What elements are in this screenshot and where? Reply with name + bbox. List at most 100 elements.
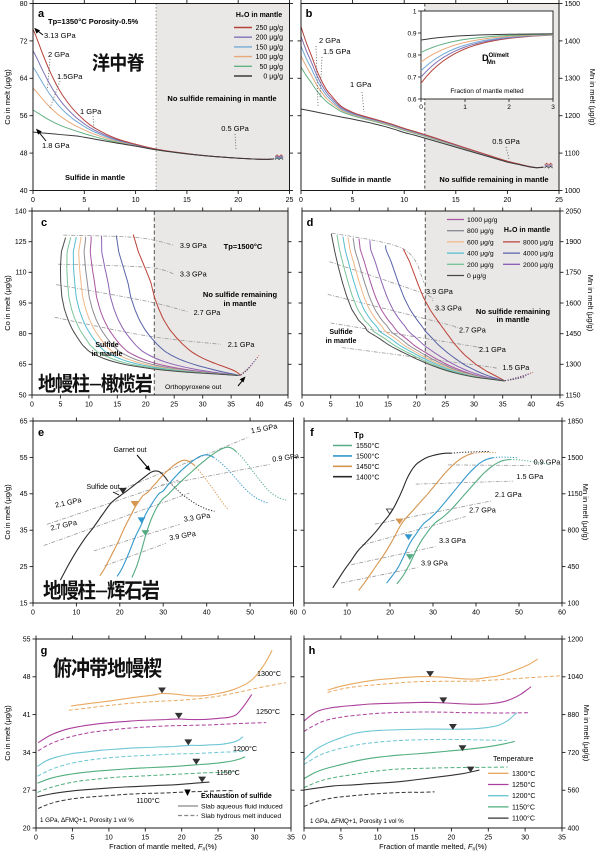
svg-text:1.5 GPa: 1.5 GPa: [516, 472, 544, 481]
svg-text:1600: 1600: [566, 300, 582, 307]
svg-text:250 μg/g: 250 μg/g: [256, 25, 283, 32]
svg-text:Exhaustion of sulfide: Exhaustion of sulfide: [201, 793, 272, 800]
svg-text:0: 0: [419, 104, 423, 111]
svg-text:Fraction of mantle melted, Fn(: Fraction of mantle melted, Fn(%): [109, 842, 217, 853]
svg-text:35: 35: [287, 835, 295, 842]
svg-text:Tp=1350°C Porosity-0.5%: Tp=1350°C Porosity-0.5%: [48, 17, 139, 26]
svg-text:20: 20: [386, 610, 394, 617]
svg-text:1300: 1300: [565, 76, 581, 83]
svg-text:8000 μg/g: 8000 μg/g: [523, 239, 554, 246]
svg-text:1 GPa, ΔFMQ+1, Porosity 1 vol: 1 GPa, ΔFMQ+1, Porosity 1 vol %: [310, 818, 404, 825]
svg-text:3.3 GPa: 3.3 GPa: [439, 536, 467, 545]
svg-text:35: 35: [499, 402, 507, 409]
svg-text:3.9 GPa: 3.9 GPa: [426, 287, 454, 296]
svg-text:Sulfide: Sulfide: [95, 342, 118, 349]
svg-text:1200: 1200: [565, 113, 581, 120]
svg-text:15: 15: [20, 600, 28, 607]
svg-text:15: 15: [183, 197, 191, 204]
svg-text:1300: 1300: [566, 362, 582, 369]
svg-text:Temperature: Temperature: [493, 754, 533, 763]
svg-text:35: 35: [20, 528, 28, 535]
svg-text:Fraction of mantle melted: Fraction of mantle melted: [450, 88, 524, 95]
svg-text:1850: 1850: [568, 418, 584, 425]
svg-text:35: 35: [227, 402, 235, 409]
svg-text:Co in melt (μg/g): Co in melt (μg/g): [3, 275, 12, 331]
svg-text:25: 25: [441, 402, 449, 409]
svg-text:45: 45: [556, 402, 564, 409]
svg-text:30: 30: [199, 402, 207, 409]
svg-text:80: 80: [20, 1, 28, 8]
svg-text:1100°C: 1100°C: [512, 815, 535, 823]
svg-text:Garnet out: Garnet out: [113, 447, 146, 454]
svg-text:30: 30: [429, 610, 437, 617]
svg-text:10: 10: [132, 197, 140, 204]
svg-text:1040: 1040: [568, 674, 584, 681]
svg-text:30: 30: [521, 835, 529, 842]
svg-text:10: 10: [85, 402, 93, 409]
svg-text:55: 55: [23, 636, 31, 643]
svg-text:1 GPa: 1 GPa: [80, 107, 102, 116]
svg-text:25: 25: [214, 835, 222, 842]
svg-text:25: 25: [286, 197, 294, 204]
svg-text:10: 10: [105, 835, 113, 842]
svg-text:b: b: [306, 8, 313, 20]
svg-text:1150: 1150: [566, 392, 581, 399]
svg-text:Sulfide: Sulfide: [329, 329, 352, 336]
svg-text:15: 15: [452, 197, 460, 204]
svg-text:20: 20: [23, 825, 31, 832]
svg-text:45: 45: [20, 491, 28, 498]
svg-text:No sulfide remaining in mantle: No sulfide remaining in mantle: [167, 94, 276, 103]
svg-text:3.13 GPa: 3.13 GPa: [44, 31, 77, 40]
svg-text:80: 80: [19, 331, 27, 338]
svg-text:450: 450: [568, 564, 580, 571]
svg-text:600 μg/g: 600 μg/g: [467, 239, 494, 246]
svg-text:Sulfide in mantle: Sulfide in mantle: [65, 173, 125, 182]
svg-text:880: 880: [568, 712, 580, 719]
svg-text:150 μg/g: 150 μg/g: [256, 44, 283, 51]
svg-text:400 μg/g: 400 μg/g: [467, 251, 494, 258]
svg-text:50: 50: [246, 610, 254, 617]
svg-text:5: 5: [70, 835, 74, 842]
svg-text:2050: 2050: [566, 208, 582, 215]
svg-text:0.8: 0.8: [407, 52, 416, 59]
svg-text:1450: 1450: [566, 331, 582, 338]
svg-text:110: 110: [15, 270, 26, 277]
svg-text:30: 30: [470, 402, 478, 409]
svg-text:No sulfide remaining in mantle: No sulfide remaining in mantle: [439, 175, 548, 184]
svg-text:1400°C: 1400°C: [356, 473, 379, 481]
svg-text:in mantle: in mantle: [224, 299, 257, 308]
svg-text:c: c: [41, 217, 47, 229]
svg-text:64: 64: [20, 76, 28, 83]
svg-text:5: 5: [82, 197, 86, 204]
svg-text:in mantle: in mantle: [326, 338, 357, 345]
svg-text:30: 30: [159, 610, 167, 617]
svg-text:56: 56: [20, 113, 28, 120]
svg-text:48: 48: [23, 674, 31, 681]
svg-text:Mn in melt (μg/g): Mn in melt (μg/g): [581, 484, 590, 541]
svg-text:20: 20: [448, 835, 456, 842]
svg-text:5: 5: [351, 197, 355, 204]
svg-text:3.3 GPa: 3.3 GPa: [183, 511, 212, 524]
svg-text:0: 0: [300, 402, 304, 409]
svg-text:Slab hydrous melt induced: Slab hydrous melt induced: [201, 813, 281, 820]
svg-text:40: 40: [256, 402, 264, 409]
svg-text:560: 560: [568, 788, 580, 795]
svg-text:1250°C: 1250°C: [256, 707, 280, 716]
svg-text:0.9 GPa: 0.9 GPa: [534, 458, 562, 467]
svg-text:in mantle: in mantle: [497, 315, 530, 324]
svg-text:1500: 1500: [565, 1, 581, 8]
svg-text:2.7 GPa: 2.7 GPa: [194, 308, 222, 317]
svg-text:1200: 1200: [568, 636, 584, 643]
svg-text:200 μg/g: 200 μg/g: [467, 262, 494, 269]
svg-text:10: 10: [73, 610, 81, 617]
svg-text:65: 65: [20, 418, 28, 425]
svg-text:2: 2: [507, 104, 511, 111]
svg-text:50: 50: [515, 610, 523, 617]
svg-text:f: f: [310, 427, 314, 439]
svg-text:720: 720: [568, 750, 580, 757]
svg-text:1.5 GPa: 1.5 GPa: [503, 363, 531, 372]
svg-text:60: 60: [290, 610, 298, 617]
svg-text:72: 72: [20, 38, 28, 45]
svg-text:100: 100: [568, 600, 580, 607]
svg-text:5: 5: [329, 402, 333, 409]
